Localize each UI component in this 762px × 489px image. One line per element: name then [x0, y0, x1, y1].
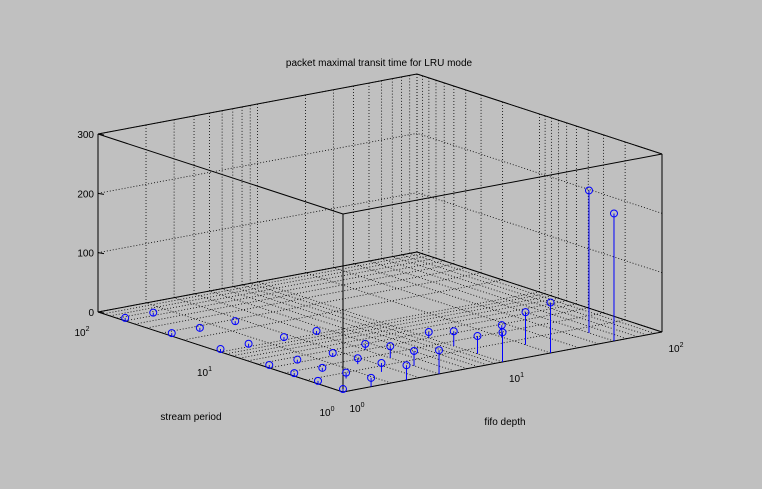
- stem-marker: [361, 339, 370, 348]
- x-tick-label: 100: [349, 402, 364, 415]
- floor-gridline-x: [241, 284, 488, 366]
- floor-gridline-x: [381, 258, 627, 340]
- axes-box-edge: [97, 251, 418, 313]
- stem-marker: [435, 346, 444, 355]
- floor-gridline-y: [103, 253, 423, 315]
- stem-marker: [424, 327, 433, 336]
- z-tick-mark: [97, 192, 105, 195]
- stem-marker: [279, 333, 288, 342]
- stem-marker: [167, 329, 176, 338]
- axes-box-edge: [416, 73, 663, 155]
- back-wall-gridline-z: [416, 192, 663, 274]
- grid-layer: [97, 73, 663, 393]
- stem-marker: [121, 313, 130, 322]
- axes-box-edge: [416, 251, 663, 333]
- z-tick-mark: [97, 133, 105, 136]
- floor-gridline-x: [145, 302, 392, 384]
- floor-gridline-y: [232, 295, 552, 357]
- floor-gridline-x: [221, 288, 468, 370]
- floor-gridline-x: [232, 286, 478, 368]
- stems-layer: [121, 186, 618, 394]
- stem-marker: [410, 346, 419, 355]
- axes-box-edge: [342, 153, 663, 215]
- stem-marker: [377, 358, 386, 367]
- stem-marker: [265, 360, 274, 369]
- stem-marker: [339, 385, 347, 394]
- x-tick-label: 102: [668, 342, 683, 355]
- stem-marker: [290, 369, 299, 378]
- floor-gridline-y: [257, 303, 577, 365]
- stem-marker: [318, 363, 327, 372]
- floor-gridline-x: [305, 272, 551, 354]
- y-axis-label: stream period: [160, 412, 221, 423]
- chart-title: packet maximal transit time for LRU mode: [286, 58, 473, 69]
- z-tick-label: 0: [88, 308, 94, 319]
- back-wall-gridline-z: [97, 132, 418, 194]
- floor-gridline-x: [401, 254, 647, 336]
- floor-gridline-y: [226, 293, 546, 355]
- z-tick-mark: [97, 311, 105, 314]
- floor-gridline-y: [125, 260, 445, 322]
- stem-marker: [293, 355, 302, 364]
- stem-marker: [353, 354, 362, 363]
- floor-gridline-x: [209, 290, 455, 372]
- stem-marker: [231, 317, 240, 326]
- back-wall-gridline-z: [97, 192, 418, 254]
- stem-marker: [386, 342, 395, 351]
- floor-gridline-x: [250, 282, 496, 364]
- stem-marker: [149, 308, 158, 317]
- floor-gridline-x: [353, 263, 599, 345]
- floor-gridline-x: [193, 293, 440, 375]
- z-tick-label: 300: [77, 130, 94, 141]
- z-tick-label: 200: [77, 189, 94, 200]
- axes-box: [97, 73, 663, 393]
- stem-marker: [521, 308, 530, 317]
- floor-gridline-y: [109, 255, 429, 317]
- y-tick-label: 101: [197, 366, 212, 379]
- floor-gridline-x: [409, 252, 655, 334]
- y-tick-label: 102: [74, 326, 89, 339]
- floor-gridline-y: [161, 272, 482, 334]
- stem-marker: [584, 186, 593, 195]
- floor-gridline-x: [368, 260, 615, 342]
- stem-marker: [449, 327, 458, 336]
- floor-gridline-x: [333, 267, 579, 349]
- floor-gridline-x: [392, 256, 638, 338]
- stem-marker: [342, 368, 351, 377]
- stem-marker: [216, 345, 225, 354]
- stem-marker: [195, 323, 204, 332]
- tick-labels: 0 100 200 300 100 101 102 100 101 102: [74, 130, 683, 419]
- stem-marker: [473, 332, 482, 341]
- stem-marker: [497, 321, 506, 330]
- stem-marker: [367, 373, 376, 382]
- floor-gridline-y: [116, 257, 437, 319]
- floor-gridline-y: [220, 291, 540, 353]
- floor-gridline-x: [257, 281, 503, 363]
- x-tick-label: 101: [509, 372, 524, 385]
- stem-marker: [312, 326, 321, 335]
- floor-gridline-y: [146, 267, 466, 329]
- y-tick-label: 100: [319, 406, 334, 419]
- stem-marker: [546, 298, 555, 307]
- z-tick-label: 100: [77, 249, 94, 260]
- back-wall-gridline-z: [416, 132, 663, 214]
- floor-gridline-y: [134, 263, 454, 325]
- floor-gridline-y: [239, 297, 559, 359]
- stem-marker: [328, 349, 337, 358]
- z-tick-mark: [97, 252, 105, 255]
- floor-gridline-y: [247, 300, 567, 362]
- axes-box-edge: [97, 73, 418, 135]
- x-axis-label: fifo depth: [484, 417, 525, 428]
- stem-marker: [609, 209, 618, 218]
- floor-gridline-y: [306, 319, 626, 381]
- stem-marker: [244, 339, 253, 348]
- stem-marker: [313, 376, 322, 385]
- stem-marker: [402, 361, 411, 370]
- floor-gridline-y: [284, 312, 604, 374]
- axes-box-edge: [97, 133, 344, 215]
